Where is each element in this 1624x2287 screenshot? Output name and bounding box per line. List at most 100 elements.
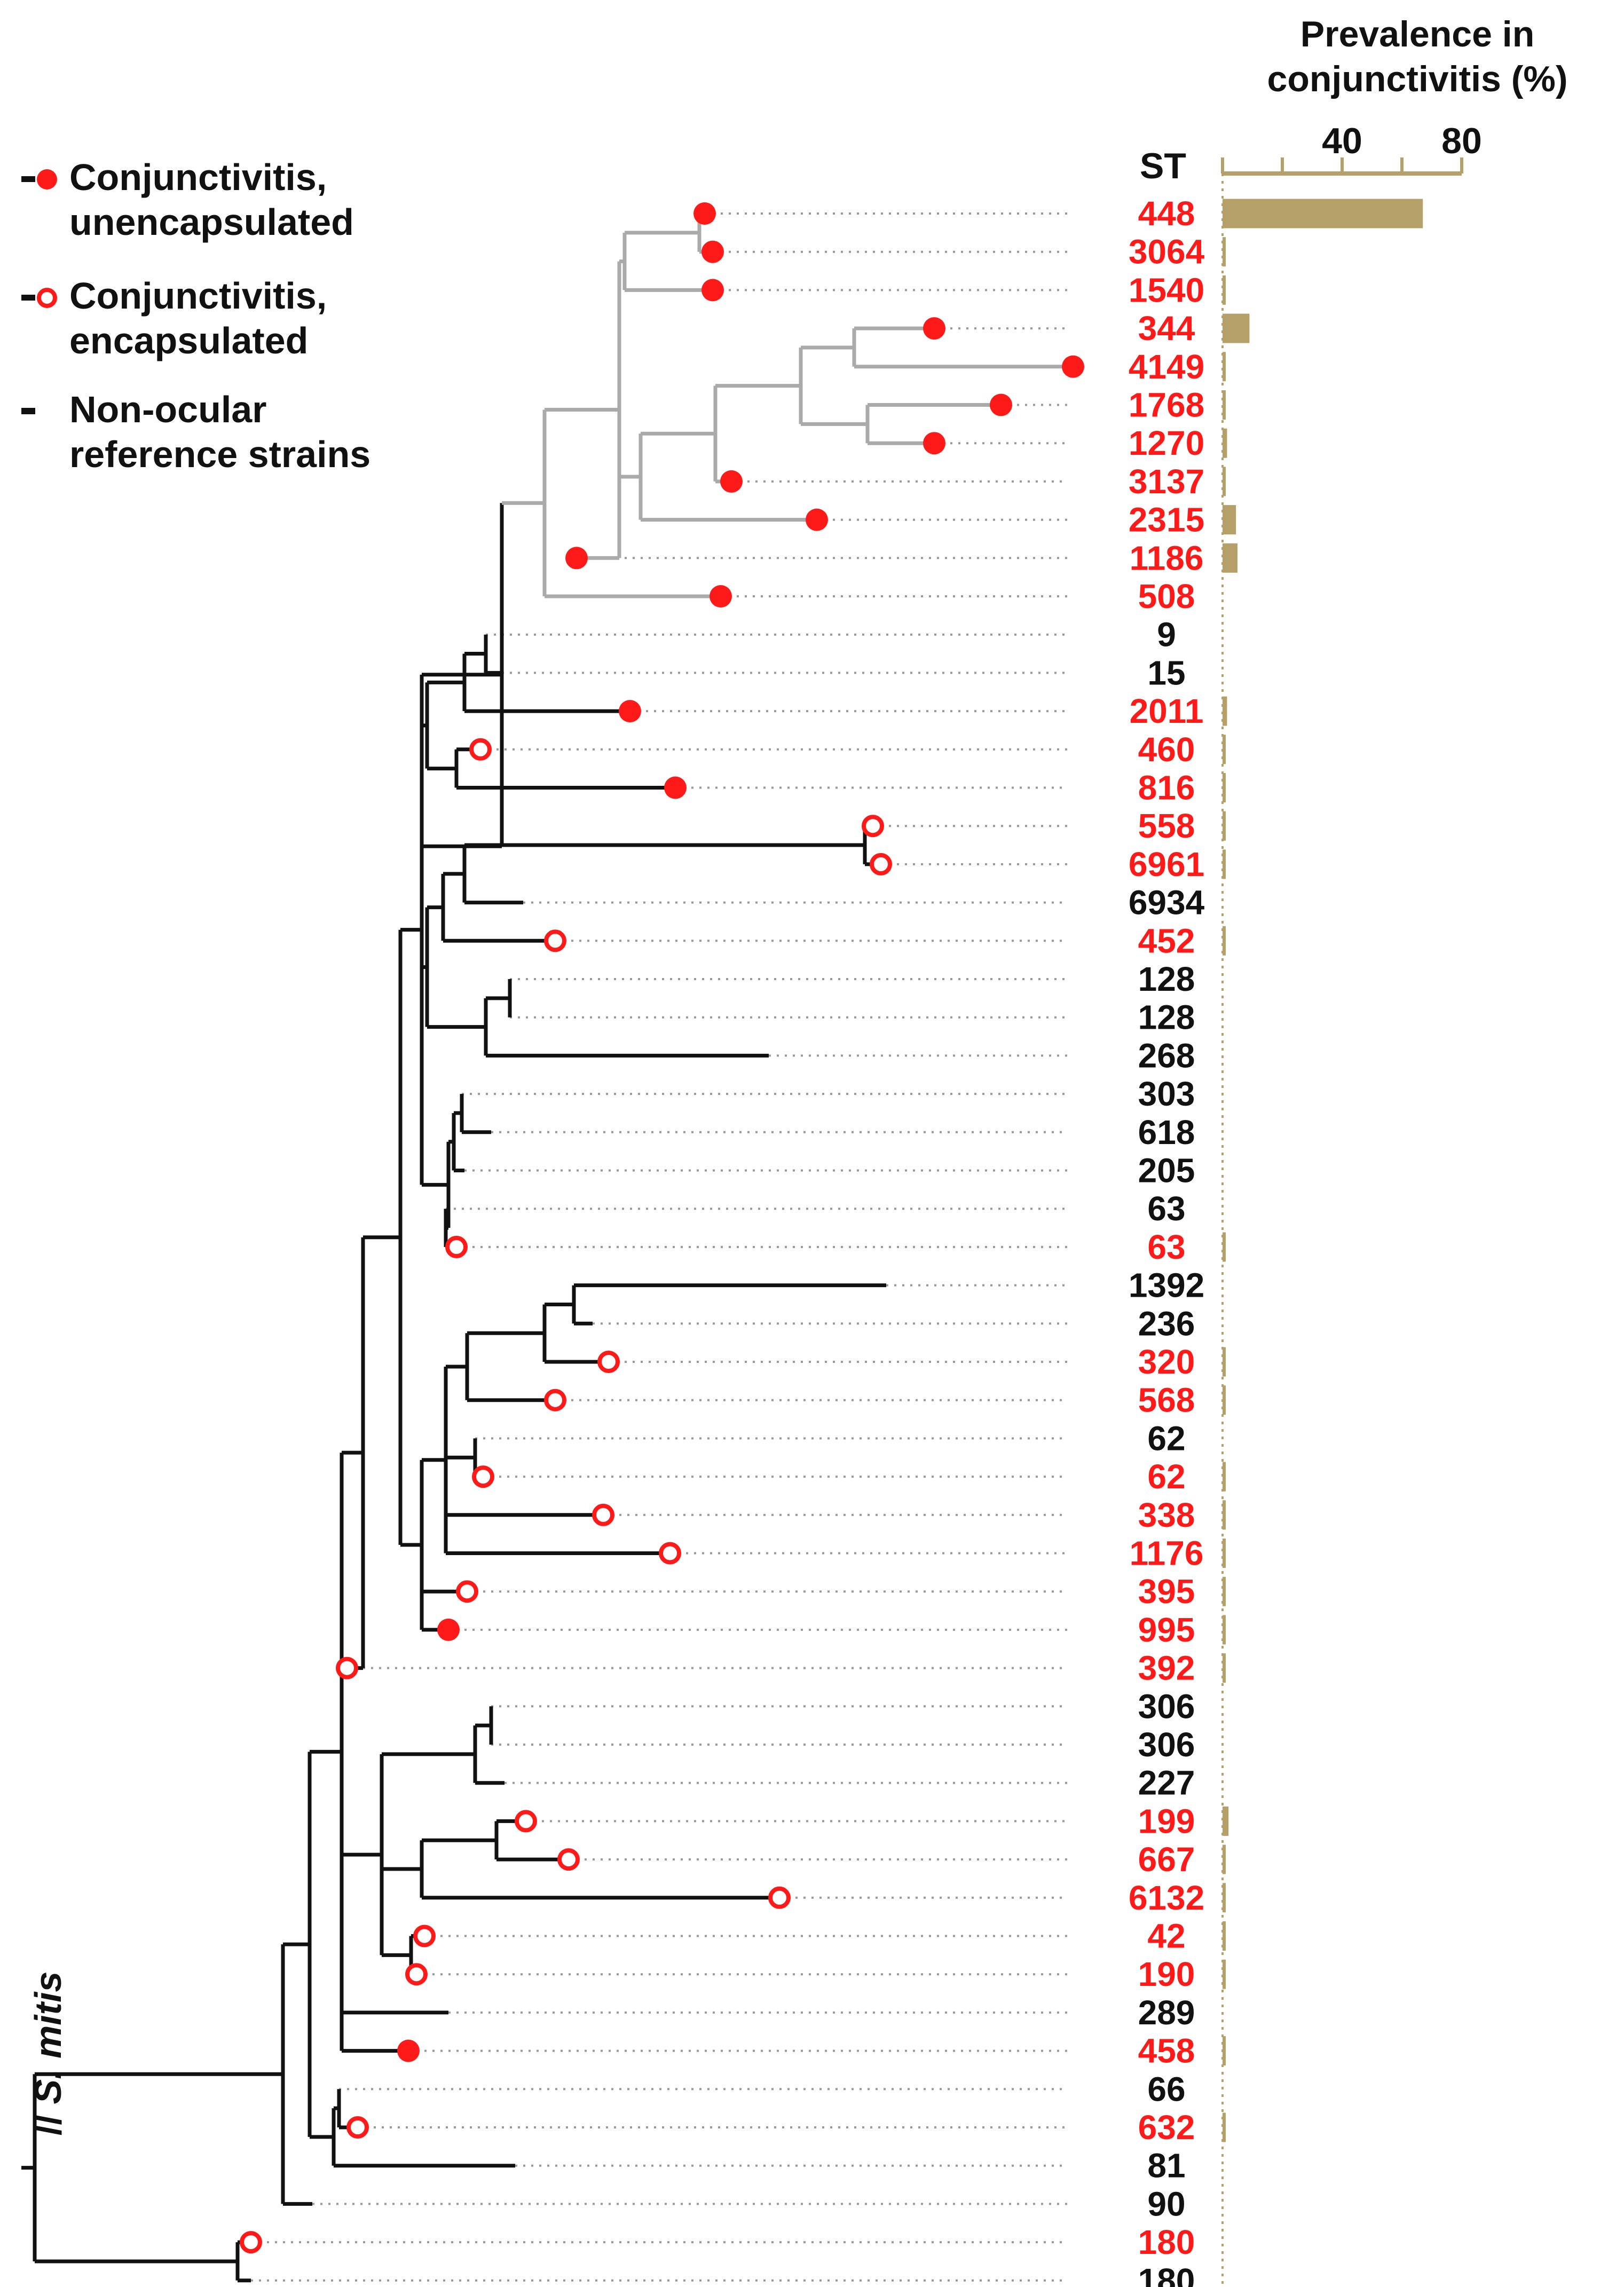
st-label: 289 <box>1138 1993 1195 2032</box>
st-label: 190 <box>1138 1955 1195 1993</box>
st-label: 303 <box>1138 1075 1195 1113</box>
st-label: 3137 <box>1129 462 1204 501</box>
prevalence-bar <box>1223 696 1227 726</box>
unencapsulated-marker <box>923 432 945 455</box>
encapsulated-marker <box>405 1963 428 1986</box>
st-label: 1270 <box>1129 424 1204 462</box>
prevalence-bar <box>1223 735 1226 764</box>
encapsulated-marker <box>336 1657 358 1679</box>
prevalence-bar <box>1223 849 1226 879</box>
prevalence-bar <box>1223 199 1423 228</box>
encapsulated-marker <box>445 1235 468 1258</box>
st-label: 180 <box>1138 2223 1195 2261</box>
prevalence-bar <box>1223 811 1226 841</box>
outgroup-label: // S. mitis <box>27 1971 69 2135</box>
st-label: 395 <box>1138 1572 1195 1611</box>
leaf-markers <box>240 202 1084 2254</box>
st-label: 460 <box>1138 730 1195 769</box>
st-label: 632 <box>1138 2108 1195 2147</box>
unencapsulated-marker <box>720 470 743 493</box>
prevalence-bars <box>1223 199 1423 2142</box>
st-label: 128 <box>1138 998 1195 1037</box>
prevalence-bar <box>1223 1385 1226 1415</box>
encapsulated-marker <box>544 929 566 952</box>
prevalence-bar <box>1223 1883 1226 1913</box>
st-labels: 4483064154034441491768127031372315118650… <box>1129 194 1205 2287</box>
prevalence-bar <box>1223 2036 1226 2066</box>
st-label: 268 <box>1138 1036 1195 1075</box>
st-label: 15 <box>1147 653 1185 692</box>
axis-tick-label: 80 <box>1441 121 1482 161</box>
unencapsulated-marker <box>709 585 732 608</box>
st-label: 995 <box>1138 1611 1195 1649</box>
prevalence-axis <box>1221 157 1463 2287</box>
st-label: 306 <box>1138 1687 1195 1725</box>
unencapsulated-marker <box>701 279 724 302</box>
prevalence-bar <box>1223 1576 1226 1606</box>
prevalence-bar <box>1223 1921 1226 1951</box>
prevalence-bar <box>1223 352 1226 382</box>
encapsulated-marker <box>469 738 492 761</box>
prevalence-bar <box>1223 1615 1226 1645</box>
st-label: 1186 <box>1130 539 1204 577</box>
encapsulated-marker <box>597 1351 620 1373</box>
st-label: 558 <box>1138 807 1195 845</box>
st-label: 452 <box>1138 921 1195 960</box>
prevalence-bar <box>1223 1462 1226 1492</box>
legend-reference-line2: reference strains <box>69 433 371 475</box>
unencapsulated-marker <box>437 1618 460 1641</box>
prevalence-bar <box>1223 467 1226 496</box>
encapsulated-marker <box>870 853 892 876</box>
prevalence-bar <box>1223 428 1227 458</box>
legend-reference-line1: Non-ocular <box>69 389 267 430</box>
st-label: 338 <box>1138 1496 1195 1534</box>
st-label: 63 <box>1147 1189 1185 1228</box>
filled-circle-icon <box>21 169 57 190</box>
outgroup-name: S. mitis <box>27 1971 69 2104</box>
encapsulated-marker <box>413 1925 436 1947</box>
encapsulated-marker <box>544 1389 566 1411</box>
unencapsulated-marker <box>693 202 716 225</box>
unencapsulated-marker <box>990 393 1012 416</box>
encapsulated-marker <box>862 815 884 838</box>
st-label: 62 <box>1147 1457 1185 1496</box>
line-icon <box>21 408 35 414</box>
st-label: 9 <box>1157 616 1176 654</box>
st-label: 568 <box>1138 1381 1195 1419</box>
st-label: 6961 <box>1129 845 1204 884</box>
st-label: 1392 <box>1129 1266 1204 1305</box>
st-label: 2011 <box>1130 692 1204 730</box>
st-label: 66 <box>1147 2070 1185 2108</box>
leaf-leader-lines <box>251 212 1073 2282</box>
prevalence-bar <box>1223 1232 1226 1262</box>
st-label: 199 <box>1138 1802 1195 1840</box>
unencapsulated-marker <box>806 508 828 531</box>
encapsulated-marker <box>346 2116 369 2139</box>
st-column-header: ST <box>1140 146 1186 186</box>
st-label: 205 <box>1138 1152 1195 1190</box>
st-label: 4149 <box>1129 348 1204 386</box>
encapsulated-marker <box>515 1810 537 1833</box>
encapsulated-marker <box>456 1580 478 1603</box>
encapsulated-marker <box>659 1542 681 1565</box>
prevalence-bar <box>1223 543 1237 573</box>
encapsulated-marker <box>240 2231 262 2254</box>
unencapsulated-marker <box>397 2039 420 2062</box>
unencapsulated-marker <box>565 547 588 570</box>
prevalence-bar <box>1223 1959 1226 1989</box>
st-label: 816 <box>1138 769 1195 807</box>
st-label: 392 <box>1138 1649 1195 1687</box>
encapsulated-marker <box>592 1503 614 1526</box>
st-label: 618 <box>1138 1113 1195 1152</box>
encapsulated-marker <box>472 1465 494 1488</box>
legend-unencapsulated-line1: Conjunctivitis, <box>69 156 327 198</box>
unencapsulated-marker <box>923 317 945 340</box>
tree-branches <box>21 211 1073 2283</box>
st-label: 458 <box>1138 2032 1195 2070</box>
open-circle-icon <box>21 288 57 308</box>
prevalence-bar <box>1223 275 1226 305</box>
st-label: 63 <box>1147 1228 1185 1266</box>
st-label: 42 <box>1147 1917 1185 1955</box>
st-label: 180 <box>1138 2261 1195 2287</box>
